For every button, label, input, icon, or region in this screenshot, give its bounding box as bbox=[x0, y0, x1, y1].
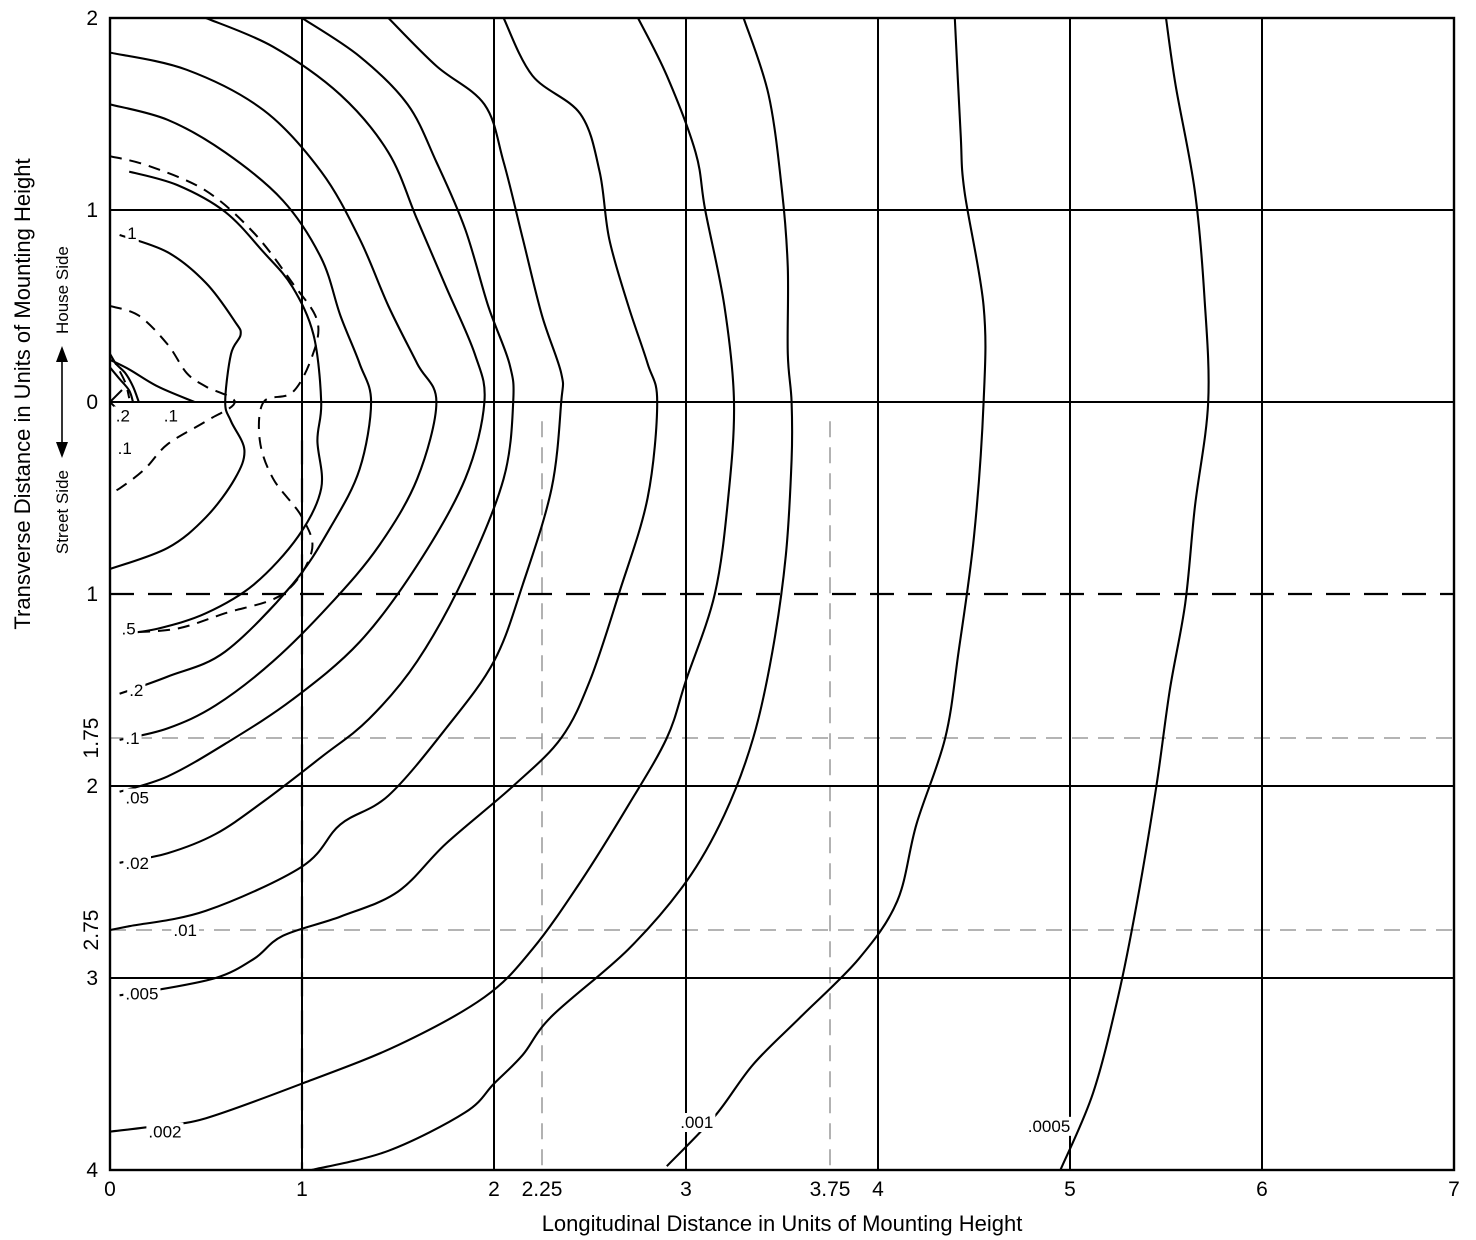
x-axis-title: Longitudinal Distance in Units of Mounti… bbox=[542, 1211, 1023, 1236]
house-side-label: House Side bbox=[53, 246, 72, 334]
dashed-contour-d2 bbox=[110, 305, 236, 494]
contour-line-p0002 bbox=[1059, 18, 1210, 1170]
contour-label-bg bbox=[127, 681, 146, 700]
dashed-contour-d1 bbox=[110, 155, 320, 634]
contour-label: .1 bbox=[118, 439, 132, 458]
contour-label: .1 bbox=[125, 729, 139, 748]
y-tick-label: 4 bbox=[86, 1159, 98, 1182]
contour-label: .2 bbox=[116, 406, 130, 425]
contour-label: .005 bbox=[125, 984, 158, 1003]
contour-label: .05 bbox=[125, 789, 149, 808]
x-tick-label: 3.75 bbox=[810, 1178, 851, 1201]
contour-line-p01 bbox=[110, 18, 565, 932]
x-tick-label: 7 bbox=[1448, 1178, 1460, 1201]
contour-label: .002 bbox=[148, 1123, 181, 1142]
house-street-arrow-icon bbox=[56, 346, 68, 458]
y-tick-label: 1 bbox=[86, 199, 98, 222]
x-tick-label: 3 bbox=[680, 1178, 692, 1201]
y-tick-label: 3 bbox=[86, 967, 98, 990]
contour-label-bg bbox=[125, 224, 139, 244]
arrow-up-icon bbox=[56, 346, 68, 362]
contour-line-1 bbox=[110, 234, 246, 570]
x-tick-label: 0 bbox=[104, 1178, 116, 1201]
contour-line-p001 bbox=[311, 18, 794, 1170]
x-tick-label: 1 bbox=[296, 1178, 308, 1201]
y-tick-label: 1.75 bbox=[80, 718, 103, 759]
grid-layer bbox=[110, 18, 1454, 1170]
y-tick-label: 2 bbox=[86, 7, 98, 30]
contour-label-bg bbox=[678, 1113, 716, 1132]
contour-label: .0005 bbox=[1028, 1117, 1071, 1136]
contour-line-p02 bbox=[119, 18, 515, 864]
contour-line-p005 bbox=[119, 18, 659, 997]
x-tick-label: 5 bbox=[1064, 1178, 1076, 1201]
contour-line-p2 bbox=[110, 103, 373, 695]
contour-label: .5 bbox=[122, 620, 136, 639]
y-tick-label: 2.75 bbox=[80, 910, 103, 951]
arrow-down-icon bbox=[56, 442, 68, 458]
contour-label-bg bbox=[113, 406, 132, 426]
contour-line-p0005 bbox=[666, 18, 987, 1167]
contour-label-bg bbox=[115, 439, 134, 459]
x-tick-label: 2.25 bbox=[522, 1178, 563, 1201]
contour-line-p05 bbox=[119, 18, 486, 793]
contour-label-bg bbox=[119, 619, 138, 639]
dashed-contour-d3 bbox=[110, 353, 131, 399]
contour-label-bg bbox=[1025, 1116, 1073, 1136]
contour-label: .01 bbox=[173, 921, 197, 940]
contour-label-bg bbox=[161, 406, 180, 426]
y-axis-title: Transverse Distance in Units of Mounting… bbox=[10, 158, 35, 629]
plot-frame bbox=[108, 16, 1456, 1172]
x-tick-label: 6 bbox=[1256, 1178, 1268, 1201]
y-tick-label: 1 bbox=[86, 583, 98, 606]
contour-label-bg bbox=[171, 921, 200, 940]
contour-label-bg bbox=[146, 1122, 184, 1142]
contour-line-p1 bbox=[110, 51, 438, 741]
y-tick-label: 2 bbox=[86, 775, 98, 798]
contour-line-1inner bbox=[110, 358, 195, 403]
contour-label: .2 bbox=[129, 681, 143, 700]
street-side-label: Street Side bbox=[53, 470, 72, 554]
x-tick-label: 2 bbox=[488, 1178, 500, 1201]
contour-label-bg bbox=[123, 729, 142, 748]
contour-line-p002 bbox=[110, 18, 736, 1133]
contour-label-bg bbox=[123, 984, 161, 1004]
contour-layer bbox=[110, 18, 1210, 1170]
x-tick-label: 4 bbox=[872, 1178, 884, 1201]
label-layer: 1 .2 .1 .1 .5 .2 .1 .05 .02 .01 .005 .002 .001 .0005 bbox=[113, 224, 1073, 1142]
y-tick-label: 0 bbox=[86, 391, 98, 414]
contour-label: .02 bbox=[125, 854, 149, 873]
luminaire-marker-icon bbox=[110, 389, 123, 404]
contour-label-bg bbox=[123, 788, 152, 808]
contour-label-bg bbox=[123, 853, 152, 873]
tick-layer: 0 1 2 2.25 3 3.75 4 5 6 7 2 1 0 1 1.75 2 2.75 3 4 bbox=[80, 7, 1460, 1201]
contour-label: .001 bbox=[680, 1113, 713, 1132]
contour-line-2b bbox=[110, 366, 135, 403]
contour-label: .1 bbox=[164, 406, 178, 425]
contour-line-p5 bbox=[119, 170, 324, 636]
contour-label: 1 bbox=[127, 224, 136, 243]
